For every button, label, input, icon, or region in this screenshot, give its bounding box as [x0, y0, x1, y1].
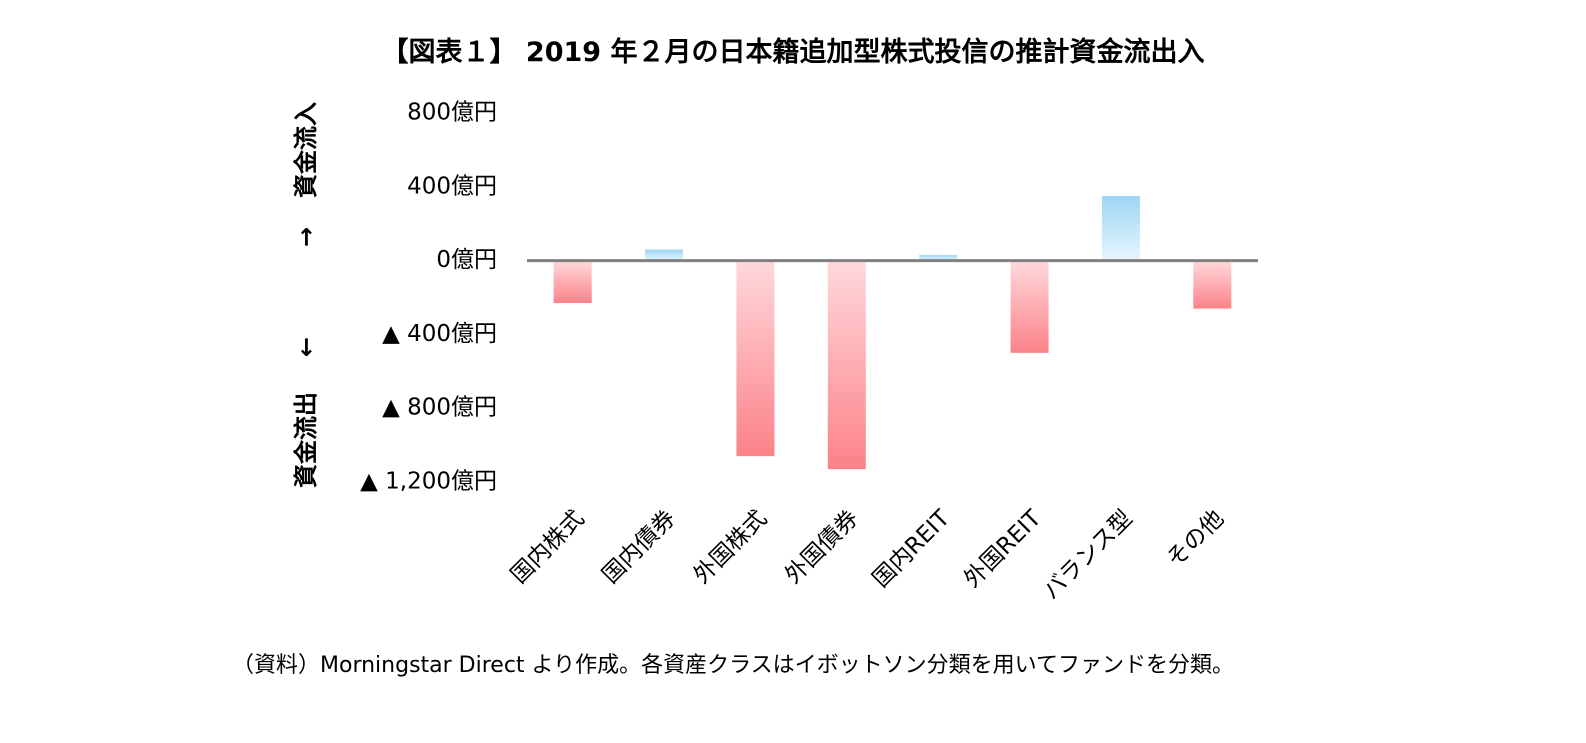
category-label: 外国株式 [689, 505, 772, 588]
category-label: 国内REIT [868, 505, 956, 593]
outflow-label: 資金流出 [292, 392, 320, 488]
category-label: 外国REIT [959, 505, 1047, 593]
inflow-label: 資金流入 [292, 102, 320, 198]
bar [1010, 260, 1049, 353]
bar [553, 260, 592, 304]
category-label: 国内債券 [597, 505, 680, 588]
y-tick-label: ▲ 800億円 [382, 395, 497, 421]
y-tick-label: 0億円 [436, 247, 497, 273]
bar [919, 255, 958, 261]
bar [1193, 260, 1232, 309]
outflow-arrow: ← [292, 337, 320, 357]
bar [827, 260, 866, 470]
category-label: その他 [1162, 505, 1229, 572]
source-note: （資料）Morningstar Direct より作成。各資産クラスはイボットソ… [232, 653, 1234, 678]
chart-area: 資金流入 → ← 資金流出 800億円 400億円 0億円 ▲ 400億円 ▲ 800億… [292, 100, 1258, 605]
inflow-arrow: → [292, 227, 320, 247]
bar [1101, 196, 1140, 261]
category-label: 外国債券 [780, 505, 863, 588]
chart-title: 【図表１】 2019 年２月の日本籍追加型株式投信の推計資金流出入 [381, 37, 1205, 68]
y-tick-label: ▲ 400億円 [382, 321, 497, 347]
bar [736, 260, 775, 457]
y-tick-label: ▲ 1,200億円 [360, 469, 497, 495]
y-tick-label: 800億円 [407, 100, 497, 126]
bar [645, 249, 684, 261]
y-tick-label: 400億円 [407, 173, 497, 199]
category-label: バランス型 [1038, 505, 1137, 604]
category-label: 国内株式 [506, 505, 589, 588]
